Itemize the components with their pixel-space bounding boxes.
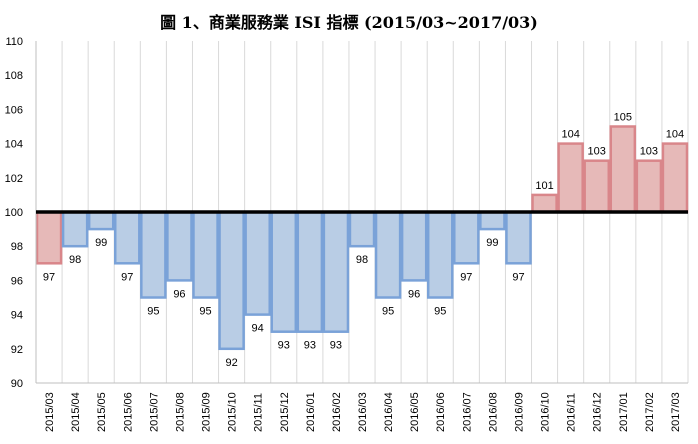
x-tick-label: 2016/03: [357, 392, 369, 432]
chart-title: 圖 1、商業服務業 ISI 指標 (2015/03~2017/03): [160, 13, 538, 32]
y-tick-label: 104: [5, 139, 23, 151]
x-tick-label: 2016/06: [435, 392, 447, 432]
data-label: 99: [486, 237, 498, 249]
data-label: 94: [252, 323, 264, 335]
y-tick-label: 94: [11, 310, 23, 322]
data-label: 92: [225, 357, 237, 369]
bar-2016-05: [400, 210, 428, 282]
bar-2015-05: [87, 210, 115, 231]
data-label: 99: [95, 237, 107, 249]
x-tick-label: 2015/10: [227, 392, 239, 432]
x-tick-label: 2016/02: [331, 392, 343, 432]
bar-2016-10: [531, 193, 558, 214]
x-tick-label: 2015/05: [96, 392, 108, 432]
y-tick-label: 110: [5, 36, 23, 48]
x-tick-label: 2017/03: [670, 392, 682, 432]
data-label: 97: [512, 271, 524, 283]
bar-2017-01: [609, 125, 637, 214]
x-tick-label: 2016/04: [383, 392, 395, 432]
y-tick-label: 92: [11, 344, 23, 356]
y-tick-label: 96: [11, 275, 23, 287]
y-tick-label: 102: [5, 173, 23, 185]
data-label: 98: [356, 254, 368, 266]
bar-2016-02: [322, 210, 350, 333]
x-tick-label: 2017/01: [618, 392, 630, 432]
data-label: 97: [460, 271, 472, 283]
label-layer: 97 98 99 97 95 96 95 92 94 93 93 93 98 95 96 95 97 99 97 10…: [36, 112, 688, 369]
data-label: 103: [588, 146, 606, 158]
bar-2015-07: [140, 210, 167, 299]
bar-2016-01: [296, 210, 324, 333]
data-label: 103: [640, 146, 658, 158]
bar-2016-08: [479, 210, 506, 231]
x-tick-label: 2016/11: [566, 393, 578, 432]
x-tick-label: 2016/12: [592, 392, 604, 432]
data-label: 105: [614, 112, 632, 124]
y-tick-label: 106: [5, 104, 23, 116]
x-tick-label: 2016/07: [461, 392, 473, 432]
y-tick-label: 98: [11, 241, 23, 253]
data-label: 96: [408, 288, 420, 300]
x-tick-label: 2016/09: [513, 392, 525, 432]
bar-layer: [35, 125, 689, 351]
x-tick-label: 2015/09: [201, 392, 213, 432]
x-tick-label: 2016/01: [305, 392, 317, 432]
x-tick-label: 2015/03: [44, 392, 56, 432]
y-tick-label: 90: [11, 378, 23, 390]
bar-2016-06: [426, 210, 454, 299]
data-label: 104: [666, 129, 684, 141]
bar-2016-12: [583, 159, 611, 214]
bar-2015-06: [113, 210, 141, 265]
data-label: 95: [147, 306, 159, 318]
bar-2017-03: [661, 142, 689, 214]
data-label: 95: [382, 306, 394, 318]
x-tick-label: 2015/04: [70, 392, 82, 432]
y-tick-label: 100: [5, 207, 23, 219]
data-label: 97: [121, 271, 133, 283]
data-label: 93: [304, 340, 316, 352]
bar-2015-04: [61, 210, 89, 248]
bar-2016-07: [453, 210, 480, 265]
bar-2017-02: [635, 159, 663, 214]
axis-layer: 90 92 94 96 98 100 102 104 106 108 110 2015/03 2015/…: [5, 36, 688, 432]
bar-2016-09: [505, 210, 532, 265]
y-tick-label: 108: [5, 70, 23, 82]
data-label: 93: [278, 340, 290, 352]
bar-2015-09: [192, 210, 219, 299]
data-label: 95: [434, 306, 446, 318]
x-tick-label: 2015/07: [148, 392, 160, 432]
bar-2015-10: [218, 210, 245, 351]
data-label: 104: [561, 129, 579, 141]
data-label: 96: [173, 288, 185, 300]
data-label: 98: [69, 254, 81, 266]
data-label: 93: [330, 340, 342, 352]
data-label: 101: [535, 180, 553, 192]
x-tick-label: 2015/12: [279, 392, 291, 432]
bar-2016-04: [374, 210, 402, 299]
bar-2016-03: [348, 210, 376, 248]
bar-2015-08: [166, 210, 193, 282]
x-tick-label: 2015/08: [174, 392, 186, 432]
bar-2015-11: [244, 210, 271, 316]
x-tick-label: 2015/11: [253, 393, 265, 432]
data-label: 97: [43, 271, 55, 283]
x-tick-label: 2017/02: [644, 392, 656, 432]
bar-2015-12: [270, 210, 298, 333]
x-tick-label: 2016/08: [487, 392, 499, 432]
x-tick-label: 2016/10: [540, 392, 552, 432]
x-tick-label: 2016/05: [409, 392, 421, 432]
data-label: 95: [199, 306, 211, 318]
x-tick-label: 2015/06: [122, 392, 134, 432]
bar-2016-11: [557, 142, 584, 214]
bar-2015-03: [35, 210, 63, 265]
